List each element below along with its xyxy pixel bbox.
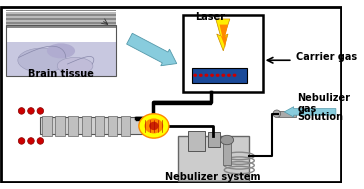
Ellipse shape [18,138,25,144]
Bar [5,24,116,26]
Bar [121,116,130,136]
Bar [5,22,116,24]
Ellipse shape [273,110,281,118]
Ellipse shape [28,138,34,144]
Ellipse shape [139,114,169,138]
Text: Carrier gas: Carrier gas [296,52,357,62]
Ellipse shape [28,108,34,114]
Bar [188,131,205,151]
Ellipse shape [227,74,231,77]
Bar [42,116,52,136]
FancyArrow shape [127,33,177,66]
Ellipse shape [149,122,159,130]
Ellipse shape [18,48,67,72]
Bar [5,12,116,14]
Ellipse shape [37,138,44,144]
Bar [183,15,263,92]
Bar [178,136,249,181]
Bar [5,14,116,16]
Bar [5,20,116,22]
Text: Nebulizer system: Nebulizer system [165,172,261,182]
Bar [278,111,297,117]
Text: Nebulizer
gas: Nebulizer gas [297,93,351,114]
Ellipse shape [193,74,197,77]
Ellipse shape [210,74,214,77]
Bar [5,10,116,12]
Ellipse shape [47,43,75,58]
Ellipse shape [216,74,219,77]
Bar [108,116,117,136]
Ellipse shape [37,108,44,114]
Text: Laser: Laser [195,12,225,22]
Bar [5,26,116,28]
Ellipse shape [233,74,237,77]
Polygon shape [216,19,230,51]
Ellipse shape [18,108,25,114]
FancyArrow shape [284,107,336,117]
Ellipse shape [205,74,208,77]
Ellipse shape [145,119,163,133]
Ellipse shape [199,74,203,77]
Bar [223,139,231,165]
Bar [5,18,116,20]
Ellipse shape [221,135,234,145]
Bar [208,132,219,147]
Bar [5,42,116,76]
Ellipse shape [57,57,93,74]
Bar [5,16,116,18]
Bar [95,116,104,136]
Ellipse shape [221,74,225,77]
Bar [68,116,78,136]
Text: Brain tissue: Brain tissue [28,69,94,79]
Bar [192,68,247,83]
Bar [5,25,116,76]
Bar [40,118,143,134]
Text: Solution: Solution [297,112,343,122]
Polygon shape [219,25,228,47]
Bar [55,116,65,136]
Bar [82,116,91,136]
